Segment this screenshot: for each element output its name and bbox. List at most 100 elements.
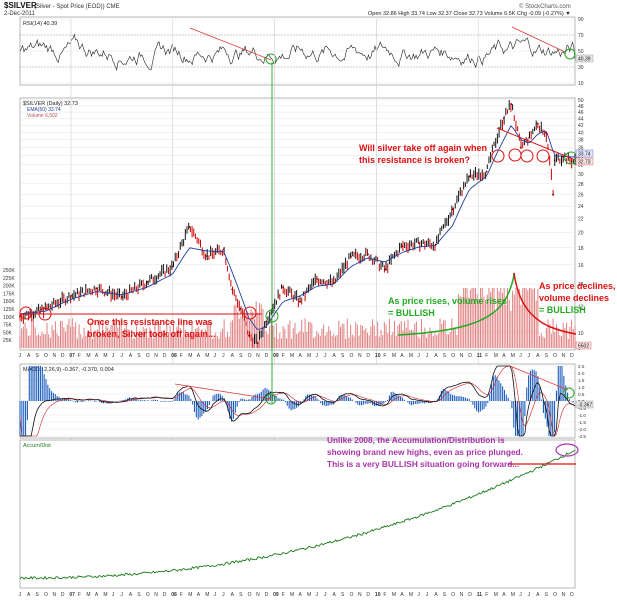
x-axis-bottom-label: M — [103, 592, 107, 598]
x-axis-mid-label: 10 — [375, 353, 381, 359]
annotation-volume-declines: As price declines, volume declines = BUL… — [539, 281, 617, 315]
x-axis-mid-label: S — [545, 353, 549, 359]
volume-tick-label: 75K — [3, 323, 13, 329]
price-point — [333, 282, 335, 284]
x-axis-bottom-label: J — [426, 592, 429, 598]
volume-tick-label: 25K — [3, 338, 13, 344]
price-legend-title: $SILVER (Daily) 32.73 — [23, 101, 78, 107]
price-tick-label: 18 — [578, 246, 584, 252]
price-point — [562, 155, 565, 158]
x-axis-mid-label: J — [316, 353, 319, 359]
x-axis-mid-label: O — [349, 353, 353, 359]
price-data-points — [19, 103, 573, 345]
x-axis-bottom-label: F — [282, 592, 285, 598]
x-axis-bottom-label: N — [52, 592, 56, 598]
x-axis-mid-label: S — [341, 353, 345, 359]
macd-breakout-circle — [265, 393, 277, 405]
price-panel-frame — [19, 97, 576, 351]
x-axis-bottom-label: N — [562, 592, 566, 598]
x-axis-bottom-label: M — [392, 592, 396, 598]
price-point — [519, 146, 522, 149]
x-axis-mid-label: A — [231, 353, 235, 359]
annotation-volume-rises: As price rises, volume rises = BULLISH — [388, 296, 510, 318]
x-axis-mid-label: 09 — [273, 353, 279, 359]
rsi-resistance-line — [189, 27, 272, 61]
x-axis-bottom-label: S — [35, 592, 39, 598]
x-axis-mid-label: A — [299, 353, 303, 359]
price-point — [468, 175, 471, 178]
x-axis-bottom-label: D — [366, 592, 370, 598]
x-axis-mid-label: J — [519, 353, 522, 359]
annotation-accum-note-line3: This is a very BULLISH situation going f… — [327, 459, 519, 469]
price-point — [146, 281, 149, 283]
x-axis-mid-label: F — [383, 353, 386, 359]
volume-tick-label: 100K — [3, 315, 15, 321]
x-axis-bottom-label: M — [494, 592, 498, 598]
x-axis-mid-label: M — [205, 353, 209, 359]
x-axis-mid-label: N — [52, 353, 56, 359]
x-axis-bottom-label: A — [400, 592, 404, 598]
support-circle-3 — [243, 306, 257, 320]
x-axis-bottom-label: N — [154, 592, 158, 598]
rsi-tick-label: 50 — [578, 49, 584, 55]
price-tick-label: 40 — [578, 130, 584, 136]
volume-tick-label: 200K — [3, 284, 15, 290]
x-axis-bottom-label: J — [324, 592, 327, 598]
x-axis-bottom-label: D — [61, 592, 65, 598]
macd-current-circle — [563, 387, 575, 399]
price-tick-label: 46 — [578, 110, 584, 116]
x-axis-mid-label: J — [19, 353, 22, 359]
x-axis-mid-label: J — [222, 353, 225, 359]
annotation-resistance-broken-line2: broken, Silver took off again... — [87, 329, 216, 339]
chart-title: $SILVER — [4, 1, 37, 10]
macd-tick-label: 2.0 — [578, 371, 585, 376]
annotation-resistance-question: Will silver take off again when this res… — [359, 143, 489, 165]
price-point — [434, 243, 437, 246]
support-circle-2 — [38, 307, 52, 321]
x-axis-bottom-label: M — [290, 592, 294, 598]
price-point — [570, 160, 573, 163]
ema-line — [19, 125, 575, 330]
price-tick-label: 28 — [578, 182, 584, 188]
x-axis-mid-label: A — [434, 353, 438, 359]
price-point — [265, 320, 268, 323]
x-axis-bottom-label: 07 — [69, 592, 75, 598]
macd-tick-label: 1.0 — [578, 385, 585, 390]
x-axis-bottom-label: S — [239, 592, 243, 598]
volume-tick-label: 125K — [3, 307, 15, 313]
x-axis-mid-label: M — [188, 353, 192, 359]
price-tick-label: 10 — [578, 331, 584, 337]
x-axis-bottom-label: A — [129, 592, 133, 598]
x-axis-bottom-label: F — [180, 592, 183, 598]
price-point — [171, 265, 174, 268]
price-tick-label: 12 — [578, 304, 584, 310]
price-resistance-line-2011 — [496, 127, 574, 160]
x-axis-mid-label: D — [163, 353, 167, 359]
price-point — [282, 286, 284, 289]
macd-line — [20, 365, 576, 437]
macd-tick-label: -2.0 — [578, 427, 586, 432]
annotation-resistance-broken: Once this resistance line was broken, Si… — [87, 317, 216, 339]
price-point — [502, 117, 505, 120]
x-axis-bottom-label: 11 — [477, 592, 483, 598]
rsi-last-value-tag — [575, 54, 594, 63]
volume-tick-label: 175K — [3, 291, 15, 297]
x-axis-bottom-label: O — [349, 592, 353, 598]
x-axis-bottom-label: J — [519, 592, 522, 598]
rsi-resistance-line-2011 — [511, 26, 566, 53]
macd-tick-label: -1.5 — [578, 420, 586, 425]
volume-last-tag — [575, 341, 592, 350]
price-point — [70, 295, 72, 297]
x-axis-mid-label: S — [443, 353, 447, 359]
x-axis-mid-label: J — [112, 353, 115, 359]
price-tick-label: 16 — [578, 263, 584, 269]
ohlc-readout: Open 32.86 High 33.74 Low 32.37 Close 32… — [368, 11, 571, 17]
price-point — [367, 253, 369, 256]
price-point — [350, 255, 352, 258]
x-axis-bottom-label: S — [443, 592, 447, 598]
macd-legend: MACD(12,26,9) -0.367, -0.370, 0.004 — [23, 367, 114, 373]
x-axis-bottom-label: O — [248, 592, 252, 598]
volume-tick-label: 50K — [3, 330, 13, 336]
price-tick-label: 44 — [578, 116, 584, 122]
rsi-breakout-circle — [265, 53, 277, 65]
